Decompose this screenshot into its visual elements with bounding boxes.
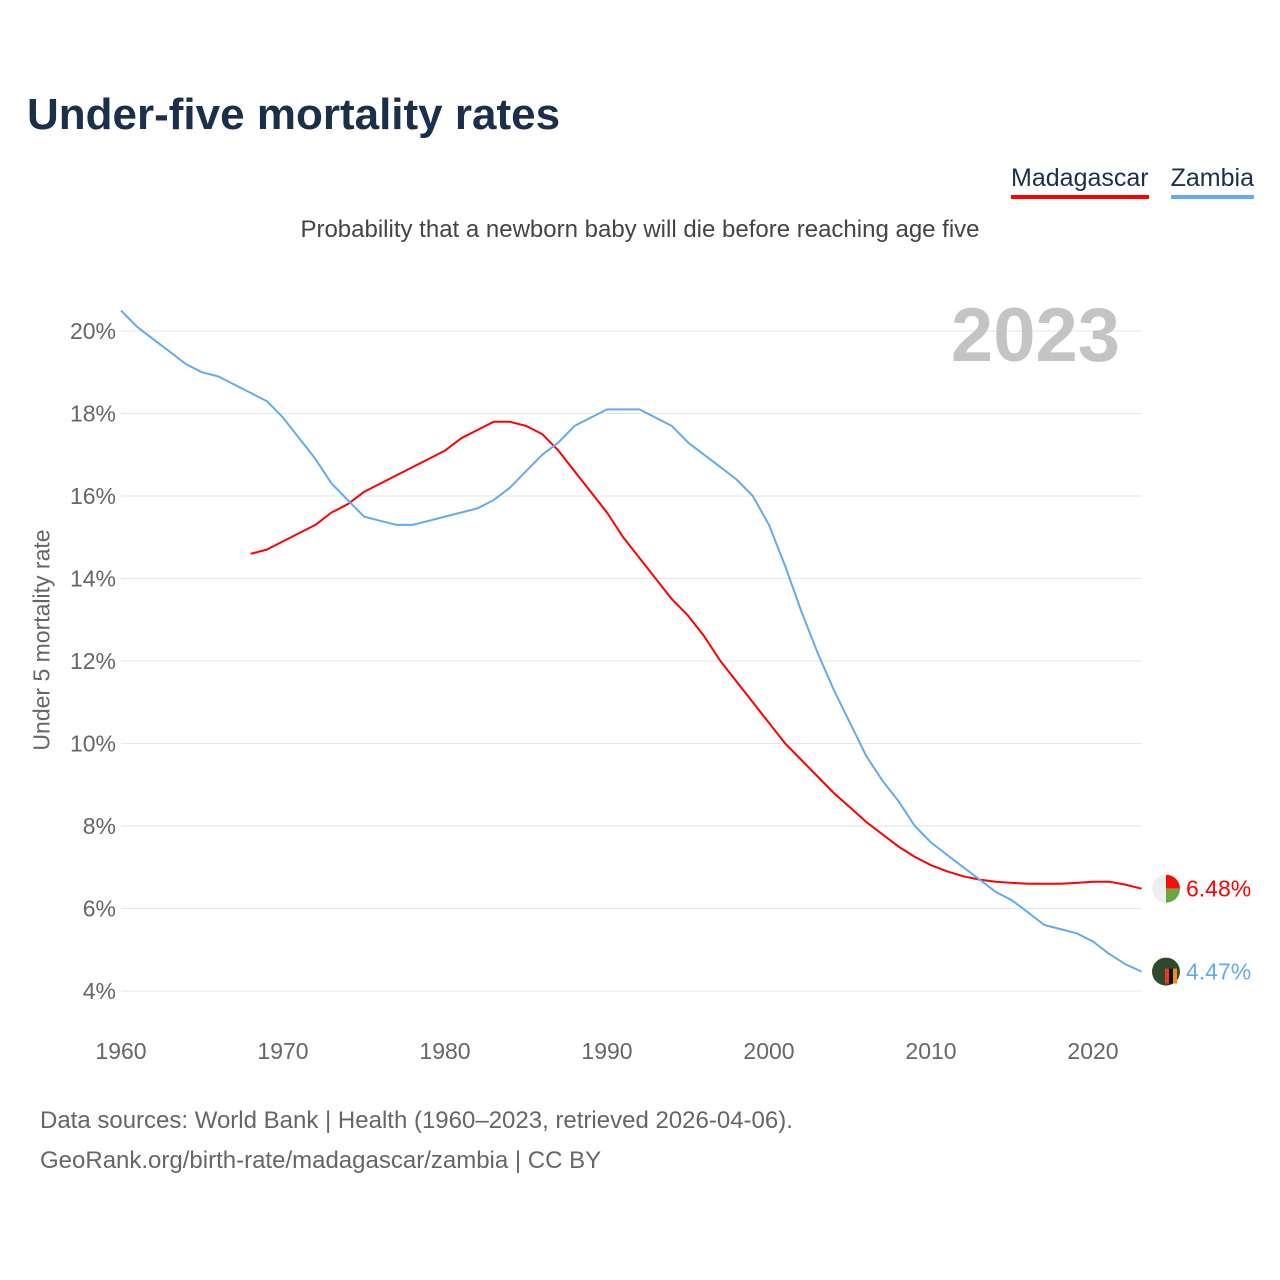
x-tick-label: 2000 (743, 1038, 794, 1064)
x-tick-label: 1990 (581, 1038, 632, 1064)
y-tick-label: 18% (70, 401, 116, 427)
footer-sources: Data sources: World Bank | Health (1960–… (40, 1107, 793, 1134)
y-tick-label: 14% (70, 566, 116, 592)
chart-title: Under-five mortality rates (27, 90, 561, 139)
y-tick-label: 12% (70, 648, 116, 674)
end-value-label-zambia: 4.47% (1186, 959, 1251, 985)
y-tick-label: 8% (83, 813, 116, 839)
legend: Madagascar Zambia (1011, 164, 1254, 199)
x-tick-label: 1960 (95, 1038, 146, 1064)
y-tick-label: 10% (70, 731, 116, 757)
y-tick-label: 6% (83, 896, 116, 922)
series-line-zambia (120, 309, 1143, 973)
legend-item-zambia[interactable]: Zambia (1170, 164, 1254, 199)
series-line-madagascar (250, 420, 1142, 890)
legend-item-madagascar[interactable]: Madagascar (1011, 164, 1149, 199)
x-tick-label: 2020 (1067, 1038, 1118, 1064)
end-value-label-madagascar: 6.48% (1186, 876, 1251, 902)
y-tick-label: 20% (70, 318, 116, 344)
x-tick-label: 1970 (257, 1038, 308, 1064)
footer-link[interactable]: GeoRank.org/birth-rate/madagascar/zambia… (40, 1147, 602, 1174)
y-tick-label: 16% (70, 483, 116, 509)
y-tick-label: 4% (83, 978, 116, 1004)
zambia-flag-icon (1152, 957, 1180, 986)
chart-subtitle: Probability that a newborn baby will die… (300, 216, 980, 243)
x-tick-label: 1980 (419, 1038, 470, 1064)
x-tick-label: 2010 (905, 1038, 956, 1064)
madagascar-flag-icon (1152, 874, 1181, 903)
year-label: 2023 (951, 293, 1120, 378)
